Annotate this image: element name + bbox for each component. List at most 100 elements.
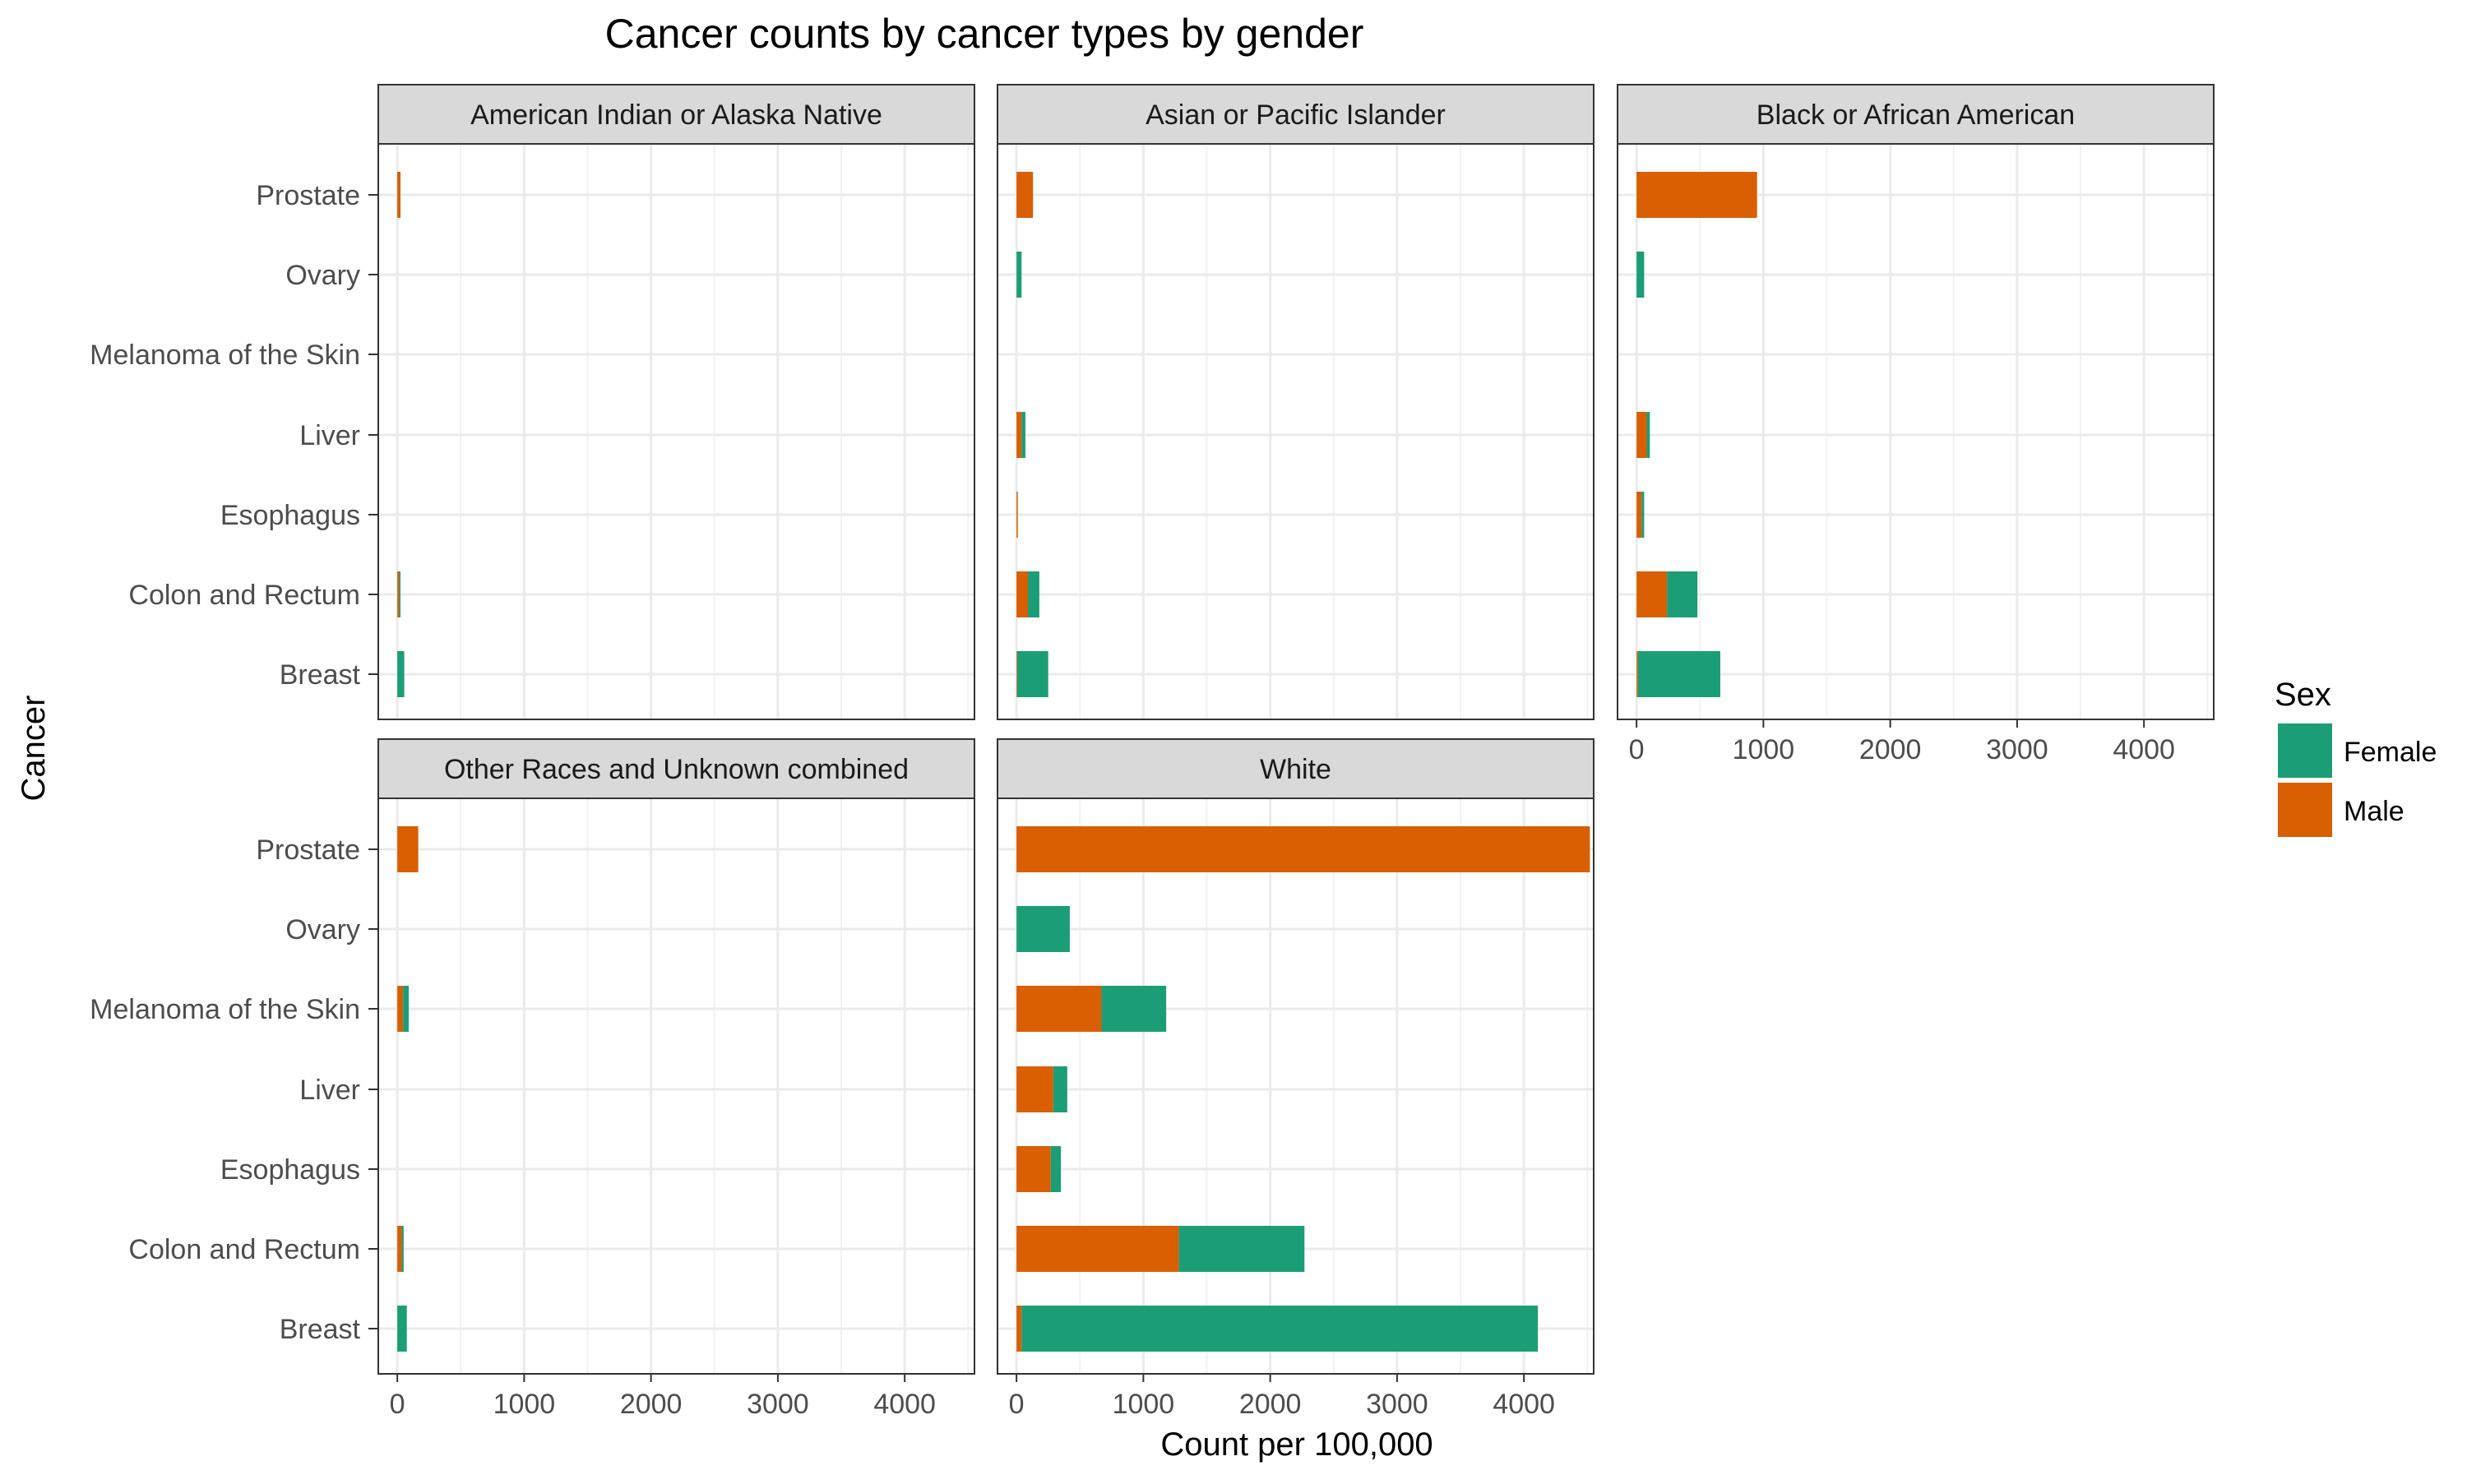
bar-male-breast	[1016, 1306, 1022, 1352]
y-tick-label-liver: Liver	[299, 1075, 360, 1106]
bar-male-prostate	[1016, 826, 1590, 872]
panel-strip	[997, 738, 1595, 799]
bar-female-esophagus	[1641, 492, 1645, 538]
y-tick-label-prostate: Prostate	[256, 834, 360, 866]
bar-male-esophagus	[1636, 492, 1642, 538]
legend: Sex Female Male	[2275, 677, 2437, 837]
bar-male-breast	[1636, 651, 1638, 697]
panel-strip-label: American Indian or Alaska Native	[470, 99, 882, 131]
bar-female-liver	[1021, 412, 1025, 458]
y-tick-label-breast: Breast	[280, 659, 361, 691]
panel-white: White 0 1000 2000 3000 4000	[997, 738, 1595, 1420]
x-tick-label-4000: 4000	[2113, 734, 2175, 765]
bar-female-breast	[397, 1306, 407, 1352]
panel-border	[997, 143, 1595, 720]
x-tick-label-2000: 2000	[1859, 734, 1922, 765]
legend-title: Sex	[2275, 677, 2331, 713]
panel-strip-label: Other Races and Unknown combined	[444, 754, 909, 785]
panel-grid	[1618, 144, 2214, 719]
y-tick-label-prostate: Prostate	[256, 180, 360, 211]
panel-grid	[997, 798, 1594, 1374]
bar-female-colon-and-rectum	[1667, 571, 1698, 617]
panel-strip-label: Black or African American	[1757, 99, 2075, 131]
panel-strip-label: White	[1260, 754, 1331, 785]
bar-male-melanoma-of-the-skin	[1016, 986, 1102, 1032]
x-tick-label-2000: 2000	[620, 1389, 683, 1420]
panel-american-indian-or-alaska-native: American Indian or Alaska Native Prostate…	[90, 84, 975, 720]
bar-female-colon-and-rectum	[401, 1226, 404, 1272]
bar-female-melanoma-of-the-skin	[403, 986, 410, 1032]
bar-female-breast	[1021, 1306, 1539, 1352]
bar-male-prostate	[397, 826, 419, 872]
bar-male-colon-and-rectum	[397, 571, 400, 617]
bar-male-prostate	[397, 172, 400, 218]
bar-male-colon-and-rectum	[1016, 571, 1029, 617]
y-tick-label-colon-and-rectum: Colon and Rectum	[128, 1234, 360, 1265]
bar-female-colon-and-rectum	[399, 571, 400, 617]
bar-female-colon-and-rectum	[1178, 1226, 1305, 1272]
y-tick-label-breast: Breast	[280, 1314, 361, 1345]
x-tick-label-1000: 1000	[493, 1389, 556, 1420]
bar-male-prostate	[1016, 172, 1034, 218]
bar-male-melanoma-of-the-skin	[397, 986, 404, 1032]
bar-male-colon-and-rectum	[1636, 571, 1668, 617]
x-tick-label-0: 0	[390, 1389, 405, 1420]
bar-female-liver	[1053, 1066, 1067, 1112]
panel-strip	[997, 84, 1595, 145]
bar-male-esophagus	[1016, 492, 1018, 538]
legend-label-female: Female	[2344, 737, 2437, 768]
x-tick-label-3000: 3000	[747, 1389, 809, 1420]
x-tick-label-2000: 2000	[1239, 1389, 1302, 1420]
panel-strip	[377, 738, 975, 799]
panel-border	[377, 143, 975, 720]
y-tick-label-ovary: Ovary	[285, 260, 360, 291]
bar-male-liver	[1636, 412, 1647, 458]
legend-label-male: Male	[2344, 796, 2405, 827]
x-tick-label-1000: 1000	[1113, 1389, 1175, 1420]
x-tick-label-3000: 3000	[1366, 1389, 1428, 1420]
bar-female-ovary	[1016, 252, 1022, 298]
panel-grid	[997, 144, 1594, 719]
panel-border	[377, 797, 975, 1375]
y-axis-label: Cancer	[16, 696, 52, 802]
bar-female-colon-and-rectum	[1028, 571, 1039, 617]
y-tick-label-ovary: Ovary	[285, 914, 360, 945]
x-tick-label-4000: 4000	[1493, 1389, 1555, 1420]
x-tick-label-0: 0	[1629, 734, 1645, 765]
bar-male-colon-and-rectum	[1016, 1226, 1179, 1272]
bar-female-breast	[397, 651, 405, 697]
legend-key-male	[2278, 783, 2332, 837]
panel-border	[997, 797, 1595, 1375]
panel-strip-label: Asian or Pacific Islander	[1146, 99, 1446, 131]
panel-grid	[378, 144, 974, 719]
bar-male-colon-and-rectum	[397, 1226, 402, 1272]
chart-title: Cancer counts by cancer types by gender	[605, 11, 1364, 57]
facet-panels: American Indian or Alaska Native Prostate…	[90, 84, 2215, 1420]
bar-female-esophagus	[1050, 1146, 1062, 1192]
bar-male-prostate	[1636, 172, 1757, 218]
panel-black-or-african-american: Black or African American 0 1000 2000 3000 40…	[1617, 84, 2215, 765]
x-tick-label-0: 0	[1009, 1389, 1025, 1420]
panel-asian-or-pacific-islander: Asian or Pacific Islander	[997, 84, 1595, 720]
legend-key-female	[2278, 724, 2332, 778]
bar-female-breast	[1637, 651, 1720, 697]
y-tick-label-esophagus: Esophagus	[220, 500, 360, 531]
bar-female-liver	[1646, 412, 1650, 458]
bar-male-liver	[1016, 1066, 1053, 1112]
bar-male-breast	[1016, 651, 1017, 697]
y-tick-label-esophagus: Esophagus	[220, 1154, 360, 1186]
y-tick-label-liver: Liver	[299, 420, 360, 451]
bar-male-esophagus	[1016, 1146, 1051, 1192]
panel-grid	[378, 798, 974, 1374]
x-axis-label: Count per 100,000	[1160, 1426, 1433, 1463]
x-tick-label-4000: 4000	[873, 1389, 936, 1420]
bar-female-ovary	[1636, 252, 1645, 298]
panel-strip	[377, 84, 975, 145]
y-tick-label-melanoma-of-the-skin: Melanoma of the Skin	[90, 994, 360, 1025]
y-tick-label-melanoma-of-the-skin: Melanoma of the Skin	[90, 340, 360, 371]
panel-other-races-and-unknown-combined: Other Races and Unknown combined Prostate…	[90, 738, 975, 1420]
bar-female-breast	[1016, 651, 1048, 697]
x-tick-label-3000: 3000	[1986, 734, 2048, 765]
